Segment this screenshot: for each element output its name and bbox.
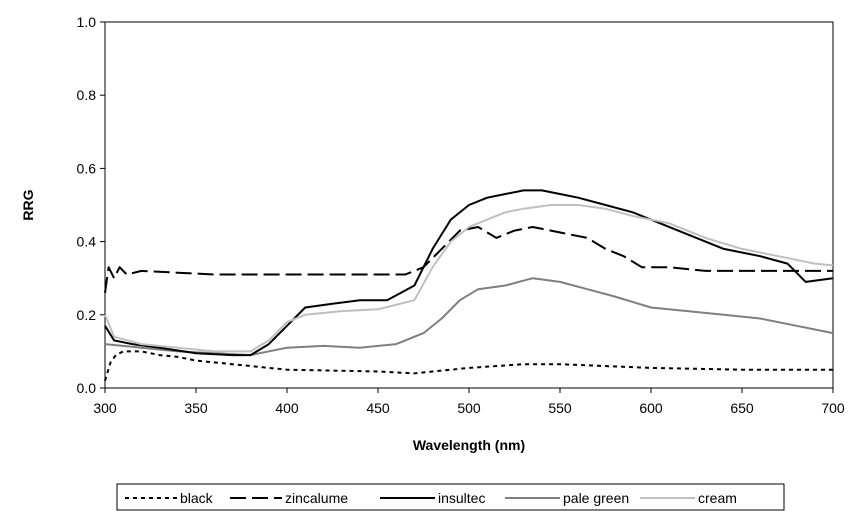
series-line-black	[104, 350, 833, 381]
series-line-cream	[104, 204, 834, 353]
y-tick-label: 0.0	[77, 380, 97, 396]
legend-label-black: black	[180, 490, 214, 506]
series-line-zincalume	[104, 226, 833, 293]
x-tick-label: 350	[184, 400, 208, 416]
y-tick-label: 1.0	[77, 14, 97, 30]
x-axis: 300 350 400 450 500 550 600 650 700	[93, 388, 845, 416]
x-tick-label: 500	[457, 400, 481, 416]
legend-label-pale-green: pale green	[563, 490, 629, 506]
series-line-insultec	[104, 189, 834, 357]
x-tick-label: 400	[275, 400, 299, 416]
x-tick-label: 550	[548, 400, 572, 416]
legend-label-cream: cream	[698, 490, 737, 506]
y-tick-label: 0.6	[77, 160, 97, 176]
x-tick-label: 300	[93, 400, 117, 416]
x-axis-title: Wavelength (nm)	[413, 437, 525, 453]
legend: black zincalume insultec pale green cream	[125, 490, 737, 506]
y-tick-label: 0.8	[77, 87, 97, 103]
y-tick-label: 0.4	[77, 234, 97, 250]
legend-label-zincalume: zincalume	[285, 490, 348, 506]
y-tick-label: 0.2	[77, 307, 97, 323]
y-axis: 0.0 0.2 0.4 0.6 0.8 1.0	[77, 14, 105, 396]
series-layer	[104, 189, 834, 381]
x-tick-label: 450	[366, 400, 390, 416]
y-axis-title: RRG	[20, 189, 36, 220]
x-tick-label: 650	[730, 400, 754, 416]
x-tick-label: 600	[639, 400, 663, 416]
x-tick-label: 700	[821, 400, 845, 416]
legend-label-insultec: insultec	[438, 490, 485, 506]
